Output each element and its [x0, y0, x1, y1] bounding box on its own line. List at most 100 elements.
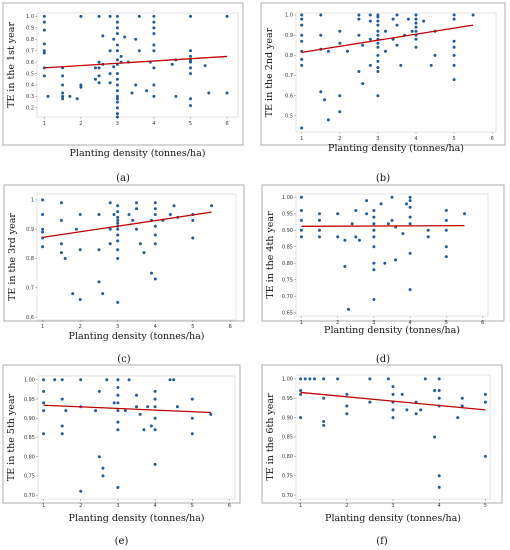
- data-point: [172, 204, 176, 208]
- data-point: [138, 242, 142, 246]
- data-point: [361, 82, 365, 86]
- y-tick-label: 0.5: [285, 114, 293, 120]
- data-point: [149, 424, 153, 428]
- data-point: [153, 405, 157, 409]
- data-point: [300, 39, 304, 43]
- data-point: [345, 392, 349, 396]
- data-point: [127, 378, 131, 382]
- data-point: [391, 385, 395, 389]
- data-point: [391, 416, 395, 420]
- data-point: [452, 45, 456, 49]
- panel-label: (c): [117, 354, 131, 365]
- data-point: [300, 126, 304, 130]
- data-point: [225, 14, 229, 18]
- data-point: [153, 416, 157, 420]
- y-tick-label: 0.90: [282, 228, 293, 234]
- data-point: [152, 66, 156, 70]
- data-point: [372, 235, 376, 239]
- panel-2: 1 2 3 4 5 6 0.5 0.6 0.7 0.8 0.9 1.0 Planting density…: [260, 2, 506, 184]
- data-point: [42, 409, 46, 413]
- data-point: [59, 251, 63, 255]
- data-point: [168, 378, 172, 382]
- data-point: [207, 91, 211, 95]
- data-point: [116, 210, 120, 214]
- data-point: [42, 389, 46, 393]
- data-point: [41, 245, 45, 249]
- fit-line: [42, 211, 212, 239]
- data-point: [225, 91, 229, 95]
- data-point: [116, 386, 120, 389]
- data-point: [94, 77, 97, 81]
- data-point: [78, 213, 82, 216]
- data-point: [391, 408, 395, 412]
- data-point: [376, 19, 380, 23]
- data-point: [357, 238, 361, 242]
- data-point: [376, 33, 380, 37]
- data-point: [419, 408, 423, 412]
- data-point: [153, 233, 157, 237]
- data-point: [61, 83, 65, 87]
- data-point: [357, 13, 361, 17]
- data-point: [59, 201, 63, 205]
- data-point: [322, 377, 326, 381]
- data-point: [61, 74, 65, 78]
- y-tick-label: 0.8: [285, 53, 293, 59]
- data-point: [115, 58, 119, 62]
- data-point: [116, 420, 120, 424]
- data-point: [152, 49, 156, 53]
- y-tick-label: 0.95: [282, 396, 293, 402]
- x-tick-label: 3: [116, 503, 119, 509]
- data-point: [115, 94, 119, 98]
- data-point: [343, 265, 347, 268]
- data-point: [189, 49, 192, 53]
- x-axis-title: Planting density (tonnes/ha): [325, 513, 461, 524]
- data-point: [116, 248, 120, 252]
- data-point: [60, 378, 64, 382]
- data-points: [42, 14, 229, 119]
- data-point: [372, 215, 376, 219]
- y-tick-label: 0.4: [26, 83, 34, 89]
- data-point: [357, 70, 361, 73]
- data-point: [115, 20, 119, 24]
- x-tick-label: 3: [116, 324, 119, 330]
- data-point: [408, 205, 412, 209]
- data-point: [354, 209, 358, 212]
- data-point: [414, 45, 418, 49]
- data-point: [108, 242, 112, 246]
- data-point: [79, 83, 83, 87]
- data-point: [116, 409, 120, 413]
- x-tick-label: 6: [229, 324, 232, 330]
- data-point: [338, 29, 342, 33]
- y-axis-title: TE in the 6th year: [265, 393, 276, 481]
- data-point: [483, 392, 487, 396]
- data-points: [299, 377, 487, 489]
- data-point: [190, 416, 194, 420]
- data-point: [116, 204, 120, 208]
- data-point: [299, 416, 303, 420]
- data-point: [108, 201, 112, 205]
- panel-label: (f): [376, 536, 388, 547]
- data-point: [42, 28, 46, 32]
- data-point: [153, 397, 157, 401]
- data-point: [361, 43, 365, 47]
- data-point: [463, 212, 466, 216]
- data-point: [303, 377, 307, 381]
- data-point: [152, 94, 156, 98]
- data-point: [108, 81, 112, 85]
- data-point: [408, 215, 412, 219]
- data-point: [97, 213, 101, 216]
- x-tick-label: 4: [438, 503, 441, 509]
- x-tick-label: 2: [336, 320, 339, 326]
- data-point: [384, 29, 387, 33]
- fit-line: [44, 55, 228, 69]
- data-point: [336, 212, 340, 216]
- data-point: [414, 13, 418, 17]
- data-point: [376, 23, 380, 27]
- data-point: [116, 215, 120, 219]
- plot-area: [36, 193, 237, 321]
- data-point: [41, 213, 45, 216]
- panel-label: (a): [116, 173, 130, 184]
- x-tick-label: 2: [345, 503, 348, 509]
- data-point: [134, 37, 138, 41]
- data-point: [319, 33, 323, 37]
